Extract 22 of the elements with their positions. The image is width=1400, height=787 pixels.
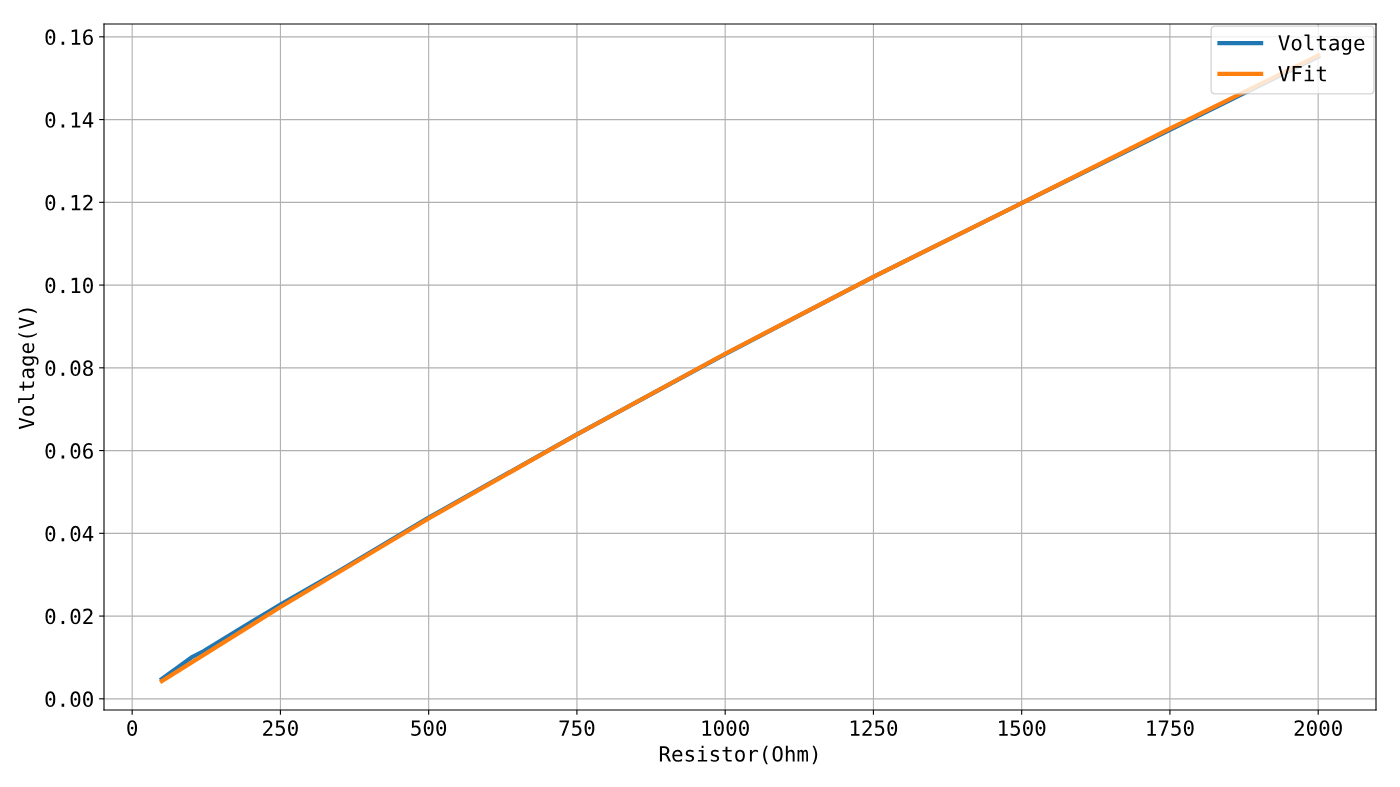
y-tick-label: 0.08 [45, 360, 93, 377]
x-tick-label: 0 [127, 720, 138, 736]
x-tick-label: 1500 [999, 720, 1046, 736]
x-tick-label: 250 [263, 720, 298, 736]
x-tick-label: 500 [411, 720, 447, 736]
x-tick-label: 750 [559, 720, 595, 736]
x-tick-label: 1250 [850, 720, 898, 736]
x-axis-title: Resistor(Ohm) [659, 745, 818, 765]
y-tick-label: 0.02 [45, 608, 93, 625]
y-tick-label: 0.12 [45, 194, 93, 211]
x-tick-label: 1000 [702, 720, 749, 736]
y-tick-label: 0.04 [45, 525, 94, 542]
y-tick-label: 0.00 [45, 691, 93, 708]
y-tick-label: 0.10 [45, 277, 93, 294]
y-axis-title: Voltage(V) [18, 308, 39, 430]
y-tick-label: 0.16 [45, 29, 93, 46]
legend-label: Voltage [1278, 34, 1365, 55]
legend-label: VFit [1278, 65, 1326, 82]
x-tick-label: 2000 [1294, 720, 1342, 736]
y-tick-label: 0.06 [45, 443, 93, 459]
y-tick-label: 0.14 [45, 112, 94, 128]
x-tick-label: 1750 [1147, 720, 1194, 736]
